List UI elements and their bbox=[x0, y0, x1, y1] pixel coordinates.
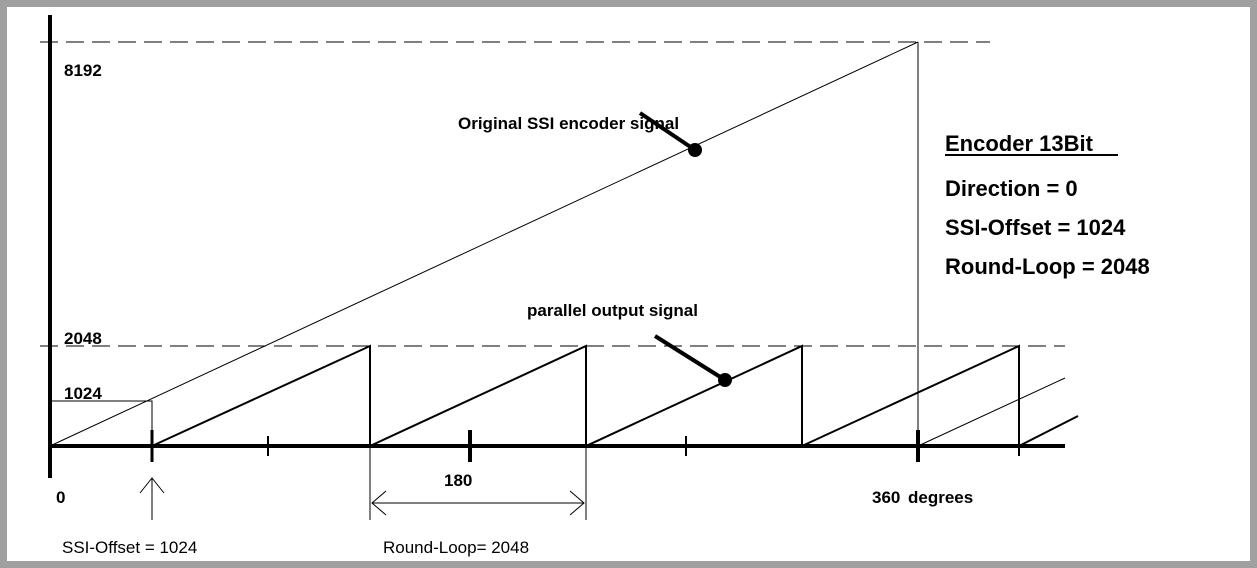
pointer-dot bbox=[718, 373, 732, 387]
box-title: Encoder 13Bit bbox=[945, 131, 1094, 156]
label: 8192 bbox=[64, 61, 102, 80]
box-line: Direction = 0 bbox=[945, 176, 1078, 201]
label: degrees bbox=[908, 488, 973, 507]
original-signal bbox=[49, 41, 919, 447]
loop-arrowhead bbox=[569, 490, 585, 516]
label: 1024 bbox=[64, 384, 102, 403]
original-continue bbox=[917, 377, 1066, 447]
offset-arrowhead bbox=[139, 477, 165, 494]
pointer bbox=[638, 111, 697, 152]
box-line: SSI-Offset = 1024 bbox=[945, 215, 1126, 240]
signal-label: parallel output signal bbox=[527, 301, 698, 320]
label: 2048 bbox=[64, 329, 102, 348]
signal-label: Original SSI encoder signal bbox=[458, 114, 679, 133]
annotation: Round-Loop= 2048 bbox=[383, 538, 529, 557]
label: 360 bbox=[872, 488, 900, 507]
loop-arrowhead bbox=[371, 490, 387, 516]
box-line: Round-Loop = 2048 bbox=[945, 254, 1150, 279]
label: 0 bbox=[56, 488, 65, 507]
parallel-signal bbox=[151, 344, 1079, 448]
label: 180 bbox=[444, 471, 472, 490]
canvas bbox=[7, 7, 1250, 561]
ticks bbox=[150, 430, 1020, 520]
annotation: SSI-Offset = 1024 bbox=[62, 538, 197, 557]
pointer-dot bbox=[688, 143, 702, 157]
lines bbox=[40, 15, 1118, 520]
pointer bbox=[653, 334, 727, 382]
